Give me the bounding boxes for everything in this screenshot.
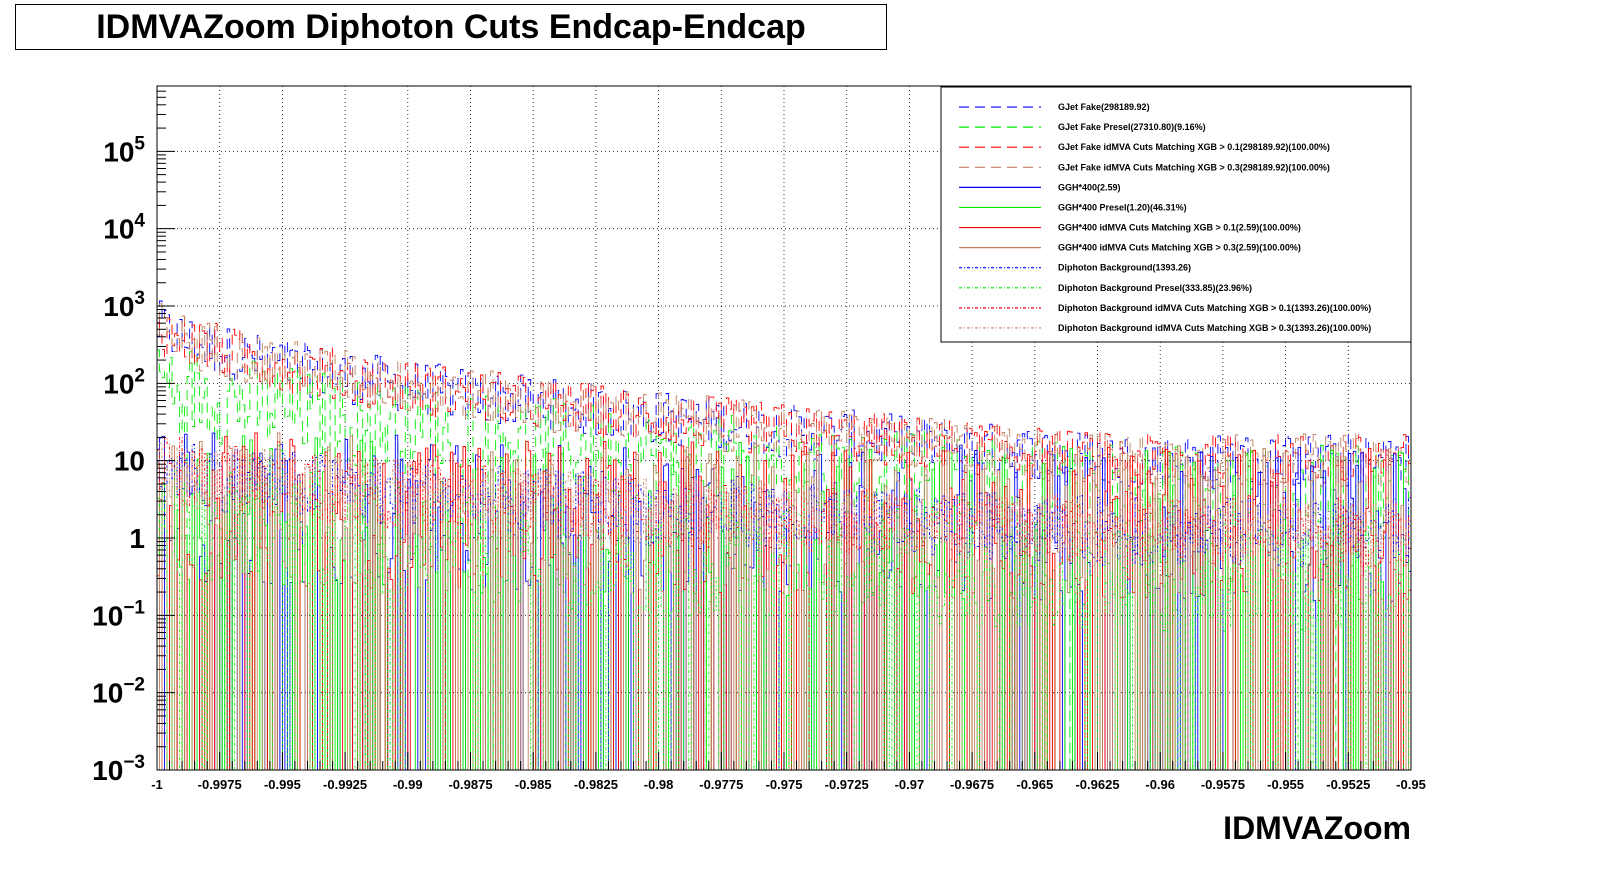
- y-tick-label: 104: [103, 211, 145, 245]
- legend-entry: Diphoton Background Presel(333.85)(23.96…: [1058, 283, 1252, 293]
- y-tick-label: 105: [103, 133, 145, 167]
- legend-entry: Diphoton Background(1393.26): [1058, 263, 1191, 273]
- x-tick-label: -0.97: [895, 777, 925, 792]
- y-tick-exponent: 4: [134, 211, 145, 232]
- y-tick-exponent: −2: [123, 675, 145, 696]
- x-tick-label: -0.9925: [323, 777, 367, 792]
- x-tick-label: -0.9975: [198, 777, 242, 792]
- y-tick-exponent: −3: [123, 752, 145, 773]
- legend-entry: GGH*400(2.59): [1058, 182, 1121, 192]
- y-tick-base: 10: [103, 368, 134, 399]
- x-tick-label: -1: [151, 777, 163, 792]
- x-tick-label: -0.995: [264, 777, 301, 792]
- title-box: IDMVAZoom Diphoton Cuts Endcap-Endcap: [15, 4, 887, 50]
- y-tick-base: 10: [103, 291, 134, 322]
- y-tick-label: 1: [129, 523, 145, 554]
- axes: -1 -0.9975 -0.995 -0.9925 -0.99 -0.9875 -0.985…: [92, 85, 1426, 792]
- histogram-series-8: [157, 444, 1411, 567]
- y-tick-base: 1: [129, 523, 145, 554]
- y-tick-label: 102: [103, 365, 145, 399]
- y-tick-label: 10: [114, 446, 145, 477]
- x-tick-label: -0.9575: [1201, 777, 1245, 792]
- x-tick-label: -0.9525: [1326, 777, 1370, 792]
- legend-entry: GGH*400 idMVA Cuts Matching XGB > 0.1(2.…: [1058, 223, 1301, 233]
- histogram-series-9: [157, 469, 1411, 771]
- y-tick-base: 10: [103, 136, 134, 167]
- x-tick-label: -0.975: [766, 777, 803, 792]
- histogram-series-1: [157, 349, 1411, 771]
- y-tick-label: 10−2: [92, 675, 145, 709]
- legend-entry: Diphoton Background idMVA Cuts Matching …: [1058, 323, 1371, 333]
- legend-entry: Diphoton Background idMVA Cuts Matching …: [1058, 303, 1371, 313]
- legend: GJet Fake(298189.92) GJet Fake Presel(273…: [940, 86, 1412, 343]
- x-tick-label: -0.965: [1016, 777, 1053, 792]
- y-tick-base: 10: [92, 755, 123, 786]
- legend-entry: GJet Fake idMVA Cuts Matching XGB > 0.1(…: [1058, 142, 1330, 152]
- chart-title: IDMVAZoom Diphoton Cuts Endcap-Endcap: [96, 8, 806, 46]
- x-tick-label: -0.9725: [825, 777, 869, 792]
- y-tick-base: 10: [114, 446, 145, 477]
- y-tick-base: 10: [103, 214, 134, 245]
- y-tick-base: 10: [92, 678, 123, 709]
- histogram-series-0: [157, 300, 1411, 489]
- y-tick-exponent: 3: [134, 288, 145, 309]
- y-tick-label: 103: [103, 288, 145, 322]
- histogram-series: [157, 300, 1411, 771]
- legend-entry: GGH*400 Presel(1.20)(46.31%): [1058, 202, 1187, 212]
- legend-box: [940, 86, 1412, 343]
- legend-entry: GJet Fake Presel(27310.80)(9.16%): [1058, 122, 1206, 132]
- y-tick-label: 10−1: [92, 597, 145, 631]
- legend-entry: GJet Fake idMVA Cuts Matching XGB > 0.3(…: [1058, 162, 1330, 172]
- x-axis-label: IDMVAZoom: [1223, 810, 1411, 846]
- x-tick-label: -0.98: [644, 777, 674, 792]
- x-tick-label: -0.9775: [699, 777, 743, 792]
- x-tick-label: -0.985: [515, 777, 552, 792]
- x-tick-label: -0.955: [1267, 777, 1304, 792]
- y-tick-exponent: 2: [134, 365, 145, 386]
- y-tick-exponent: 5: [134, 133, 145, 154]
- legend-entry: GJet Fake(298189.92): [1058, 102, 1150, 112]
- x-tick-label: -0.96: [1145, 777, 1175, 792]
- x-tick-label: -0.95: [1396, 777, 1426, 792]
- y-tick-base: 10: [92, 600, 123, 631]
- y-tick-label: 10−3: [92, 752, 145, 786]
- x-tick-label: -0.9675: [950, 777, 994, 792]
- x-tick-label: -0.9825: [574, 777, 618, 792]
- y-tick-exponent: −1: [123, 597, 145, 618]
- x-tick-label: -0.99: [393, 777, 423, 792]
- x-tick-label: -0.9875: [448, 777, 492, 792]
- histogram-series-2: [157, 316, 1411, 488]
- x-tick-label: -0.9625: [1075, 777, 1119, 792]
- legend-entry: GGH*400 idMVA Cuts Matching XGB > 0.3(2.…: [1058, 243, 1301, 253]
